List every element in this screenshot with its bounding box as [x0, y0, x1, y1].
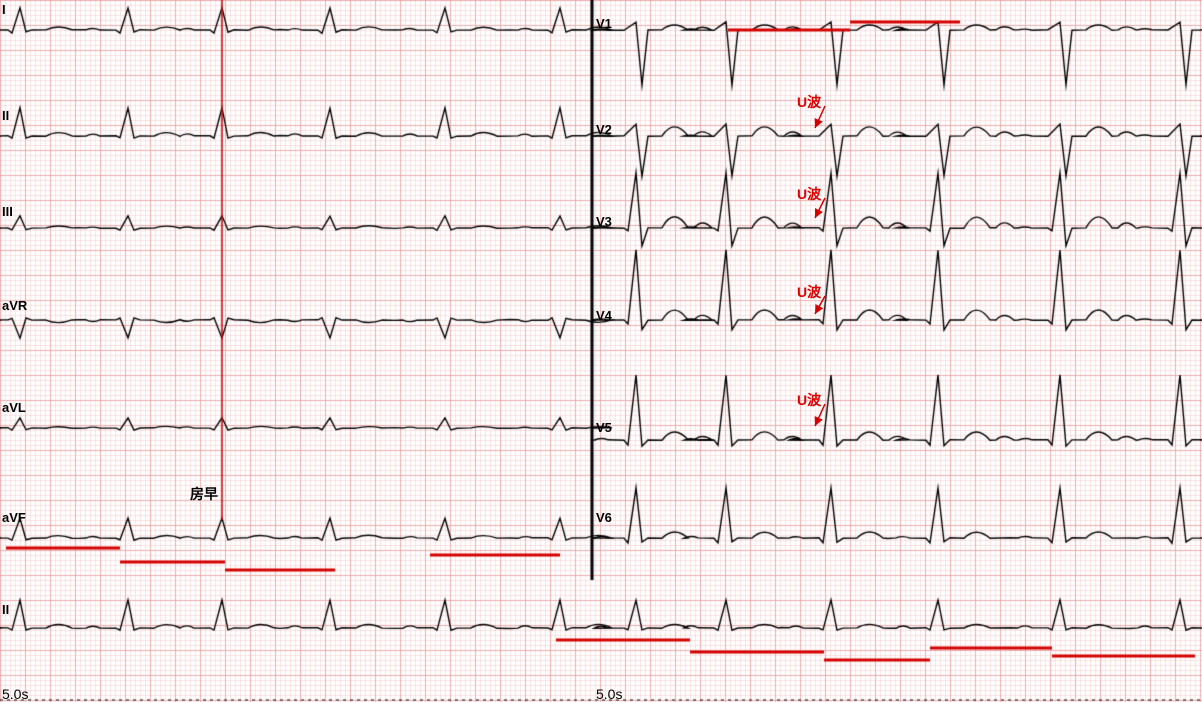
annotation-uwave-3: U波 — [797, 390, 821, 410]
lead-label-aVF: aVF — [2, 510, 26, 525]
lead-label-aVL: aVL — [2, 400, 26, 415]
lead-label-II: II — [2, 108, 9, 123]
lead-label-V2: V2 — [596, 122, 612, 137]
annotation-fangzao: 房早 — [190, 484, 218, 504]
lead-label-V6: V6 — [596, 510, 612, 525]
annotation-uwave-1: U波 — [797, 184, 821, 204]
lead-label-V4: V4 — [596, 308, 612, 323]
lead-label-V1: V1 — [596, 16, 612, 31]
lead-label-I: I — [2, 2, 6, 17]
annotation-uwave-2: U波 — [797, 282, 821, 302]
lead-label-V5: V5 — [596, 420, 612, 435]
annotation-uwave-0: U波 — [797, 92, 821, 112]
ecg-grid-canvas — [0, 0, 1202, 702]
lead-label-aVR: aVR — [2, 298, 27, 313]
lead-label-III: III — [2, 204, 13, 219]
time-label-0: 5.0s — [2, 686, 28, 702]
time-label-1: 5.0s — [596, 686, 622, 702]
lead-label-rhythm: II — [2, 602, 9, 617]
lead-label-V3: V3 — [596, 214, 612, 229]
